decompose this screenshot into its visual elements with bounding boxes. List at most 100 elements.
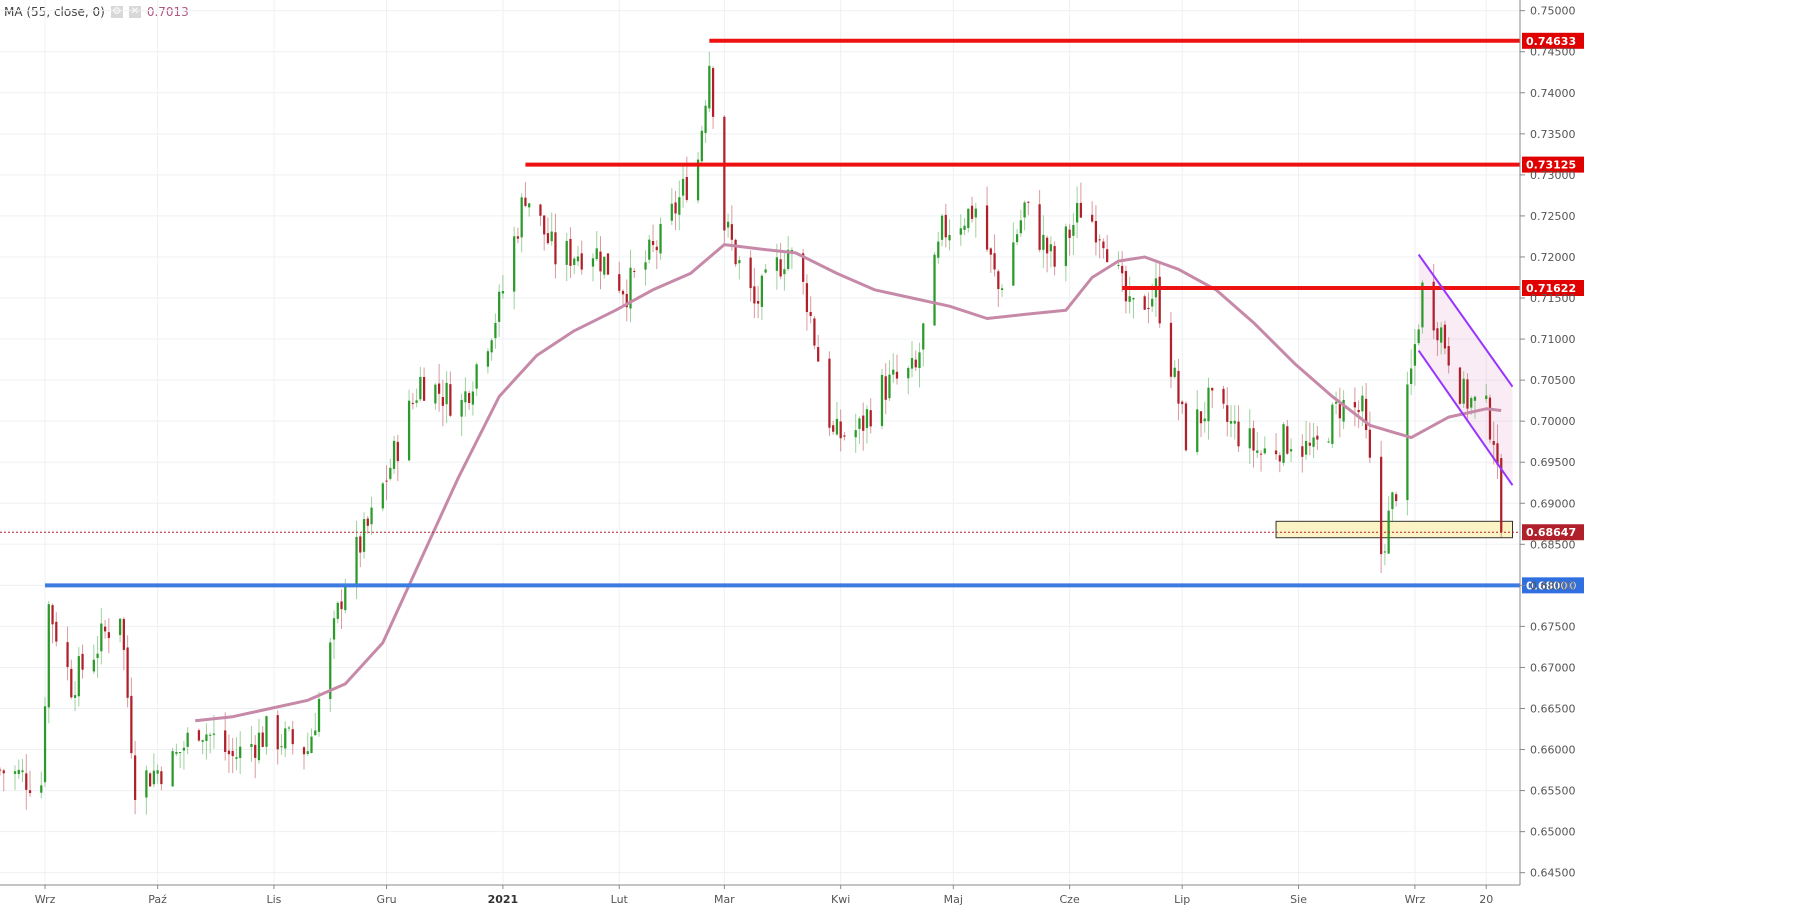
candle-up <box>922 323 925 350</box>
candle-down <box>685 177 688 200</box>
candle-up <box>1233 420 1236 424</box>
candle-down <box>366 518 369 526</box>
candle-up <box>486 351 490 367</box>
candle-up <box>591 258 595 267</box>
candle-down <box>546 233 550 244</box>
candle-down <box>569 238 572 266</box>
candle-down <box>340 601 343 610</box>
candle-up <box>314 730 317 736</box>
candle-up <box>648 239 651 260</box>
candle-up <box>355 536 358 585</box>
candle-down <box>1143 296 1146 310</box>
candle-up <box>783 269 786 275</box>
candle-up <box>576 256 580 262</box>
candle-up <box>317 698 321 732</box>
candle-up <box>389 467 392 479</box>
candle-up <box>1440 327 1443 343</box>
channel-lower-line <box>1417 349 1514 486</box>
candle-down <box>606 253 610 275</box>
candle-up <box>250 743 253 748</box>
candle-down <box>130 695 133 754</box>
candle-up <box>974 208 977 218</box>
candle-up <box>659 223 662 254</box>
candle-up <box>1023 202 1026 218</box>
candle-down <box>618 274 621 291</box>
candle-up <box>498 291 501 322</box>
candle-down <box>1353 402 1356 408</box>
close-icon[interactable]: ✕ <box>128 6 141 18</box>
candle-up <box>1000 288 1004 290</box>
candle-up <box>1304 440 1308 455</box>
candle-down <box>817 347 820 362</box>
candle-up <box>239 746 242 758</box>
candle-up <box>407 400 411 461</box>
candle-down <box>449 384 452 416</box>
candle-down <box>1259 453 1263 455</box>
candle-up <box>513 236 516 292</box>
candle-down <box>711 68 715 117</box>
gear-icon[interactable]: ⚙ <box>110 6 123 18</box>
candle-up <box>43 706 47 783</box>
y-tick-label: 0.68000 <box>1530 579 1576 592</box>
resistance-2-tag <box>1522 156 1584 173</box>
candle-down <box>81 653 84 670</box>
candle-down <box>148 773 152 787</box>
candle-down <box>914 359 917 368</box>
candle-up <box>460 399 463 417</box>
candle-down <box>197 730 201 741</box>
candle-up <box>967 208 970 229</box>
candle-up <box>329 642 332 699</box>
candle-down <box>730 224 733 240</box>
x-tick-label: Wrz <box>35 893 56 906</box>
candle-up <box>1462 378 1465 404</box>
candle-up <box>471 391 475 405</box>
x-tick-label: 20 <box>1479 893 1493 906</box>
candle-down <box>1045 237 1049 254</box>
candle-up <box>1391 492 1394 510</box>
resistance-1-tag-label: 0.74633 <box>1526 35 1576 48</box>
candle-down <box>291 729 294 745</box>
candle-down <box>126 647 129 698</box>
candle-up <box>96 653 99 658</box>
candle-down <box>753 286 756 304</box>
candle-up <box>1072 224 1075 236</box>
candle-down <box>625 293 628 308</box>
candle-down <box>1222 388 1225 404</box>
y-tick-label: 0.74500 <box>1530 46 1576 59</box>
x-tick-label: Lip <box>1174 893 1190 906</box>
candle-up <box>644 262 647 270</box>
candle-up <box>910 358 914 369</box>
candle-down <box>231 750 234 757</box>
candle-up <box>1413 344 1417 366</box>
candle-down <box>779 259 782 277</box>
resistance-1-tag <box>1522 32 1584 49</box>
candle-down <box>1106 249 1109 263</box>
candle-up <box>1196 409 1199 452</box>
trend-channel <box>1417 253 1514 486</box>
y-tick-label: 0.68500 <box>1530 538 1576 551</box>
candle-up <box>1361 395 1364 412</box>
candle-up <box>77 656 80 697</box>
candle-up <box>156 770 159 774</box>
candle-up <box>835 418 839 435</box>
candle-down <box>359 536 362 553</box>
candle-up <box>419 376 422 400</box>
candle-down <box>524 197 527 206</box>
candle-down <box>1094 220 1098 243</box>
candle-up <box>284 728 287 749</box>
y-tick-label: 0.65500 <box>1530 785 1576 798</box>
x-tick-label: Kwi <box>831 893 850 906</box>
candle-up <box>520 197 523 238</box>
candle-up <box>47 604 50 708</box>
candle-up <box>175 751 178 754</box>
candle-up <box>118 618 122 636</box>
candle-up <box>726 221 730 228</box>
candle-up <box>145 770 148 798</box>
candle-up <box>775 257 779 271</box>
candle-up <box>73 695 77 698</box>
candle-up <box>629 267 632 309</box>
candle-up <box>490 340 493 353</box>
candle-down <box>1274 450 1278 455</box>
candle-up <box>186 732 189 747</box>
